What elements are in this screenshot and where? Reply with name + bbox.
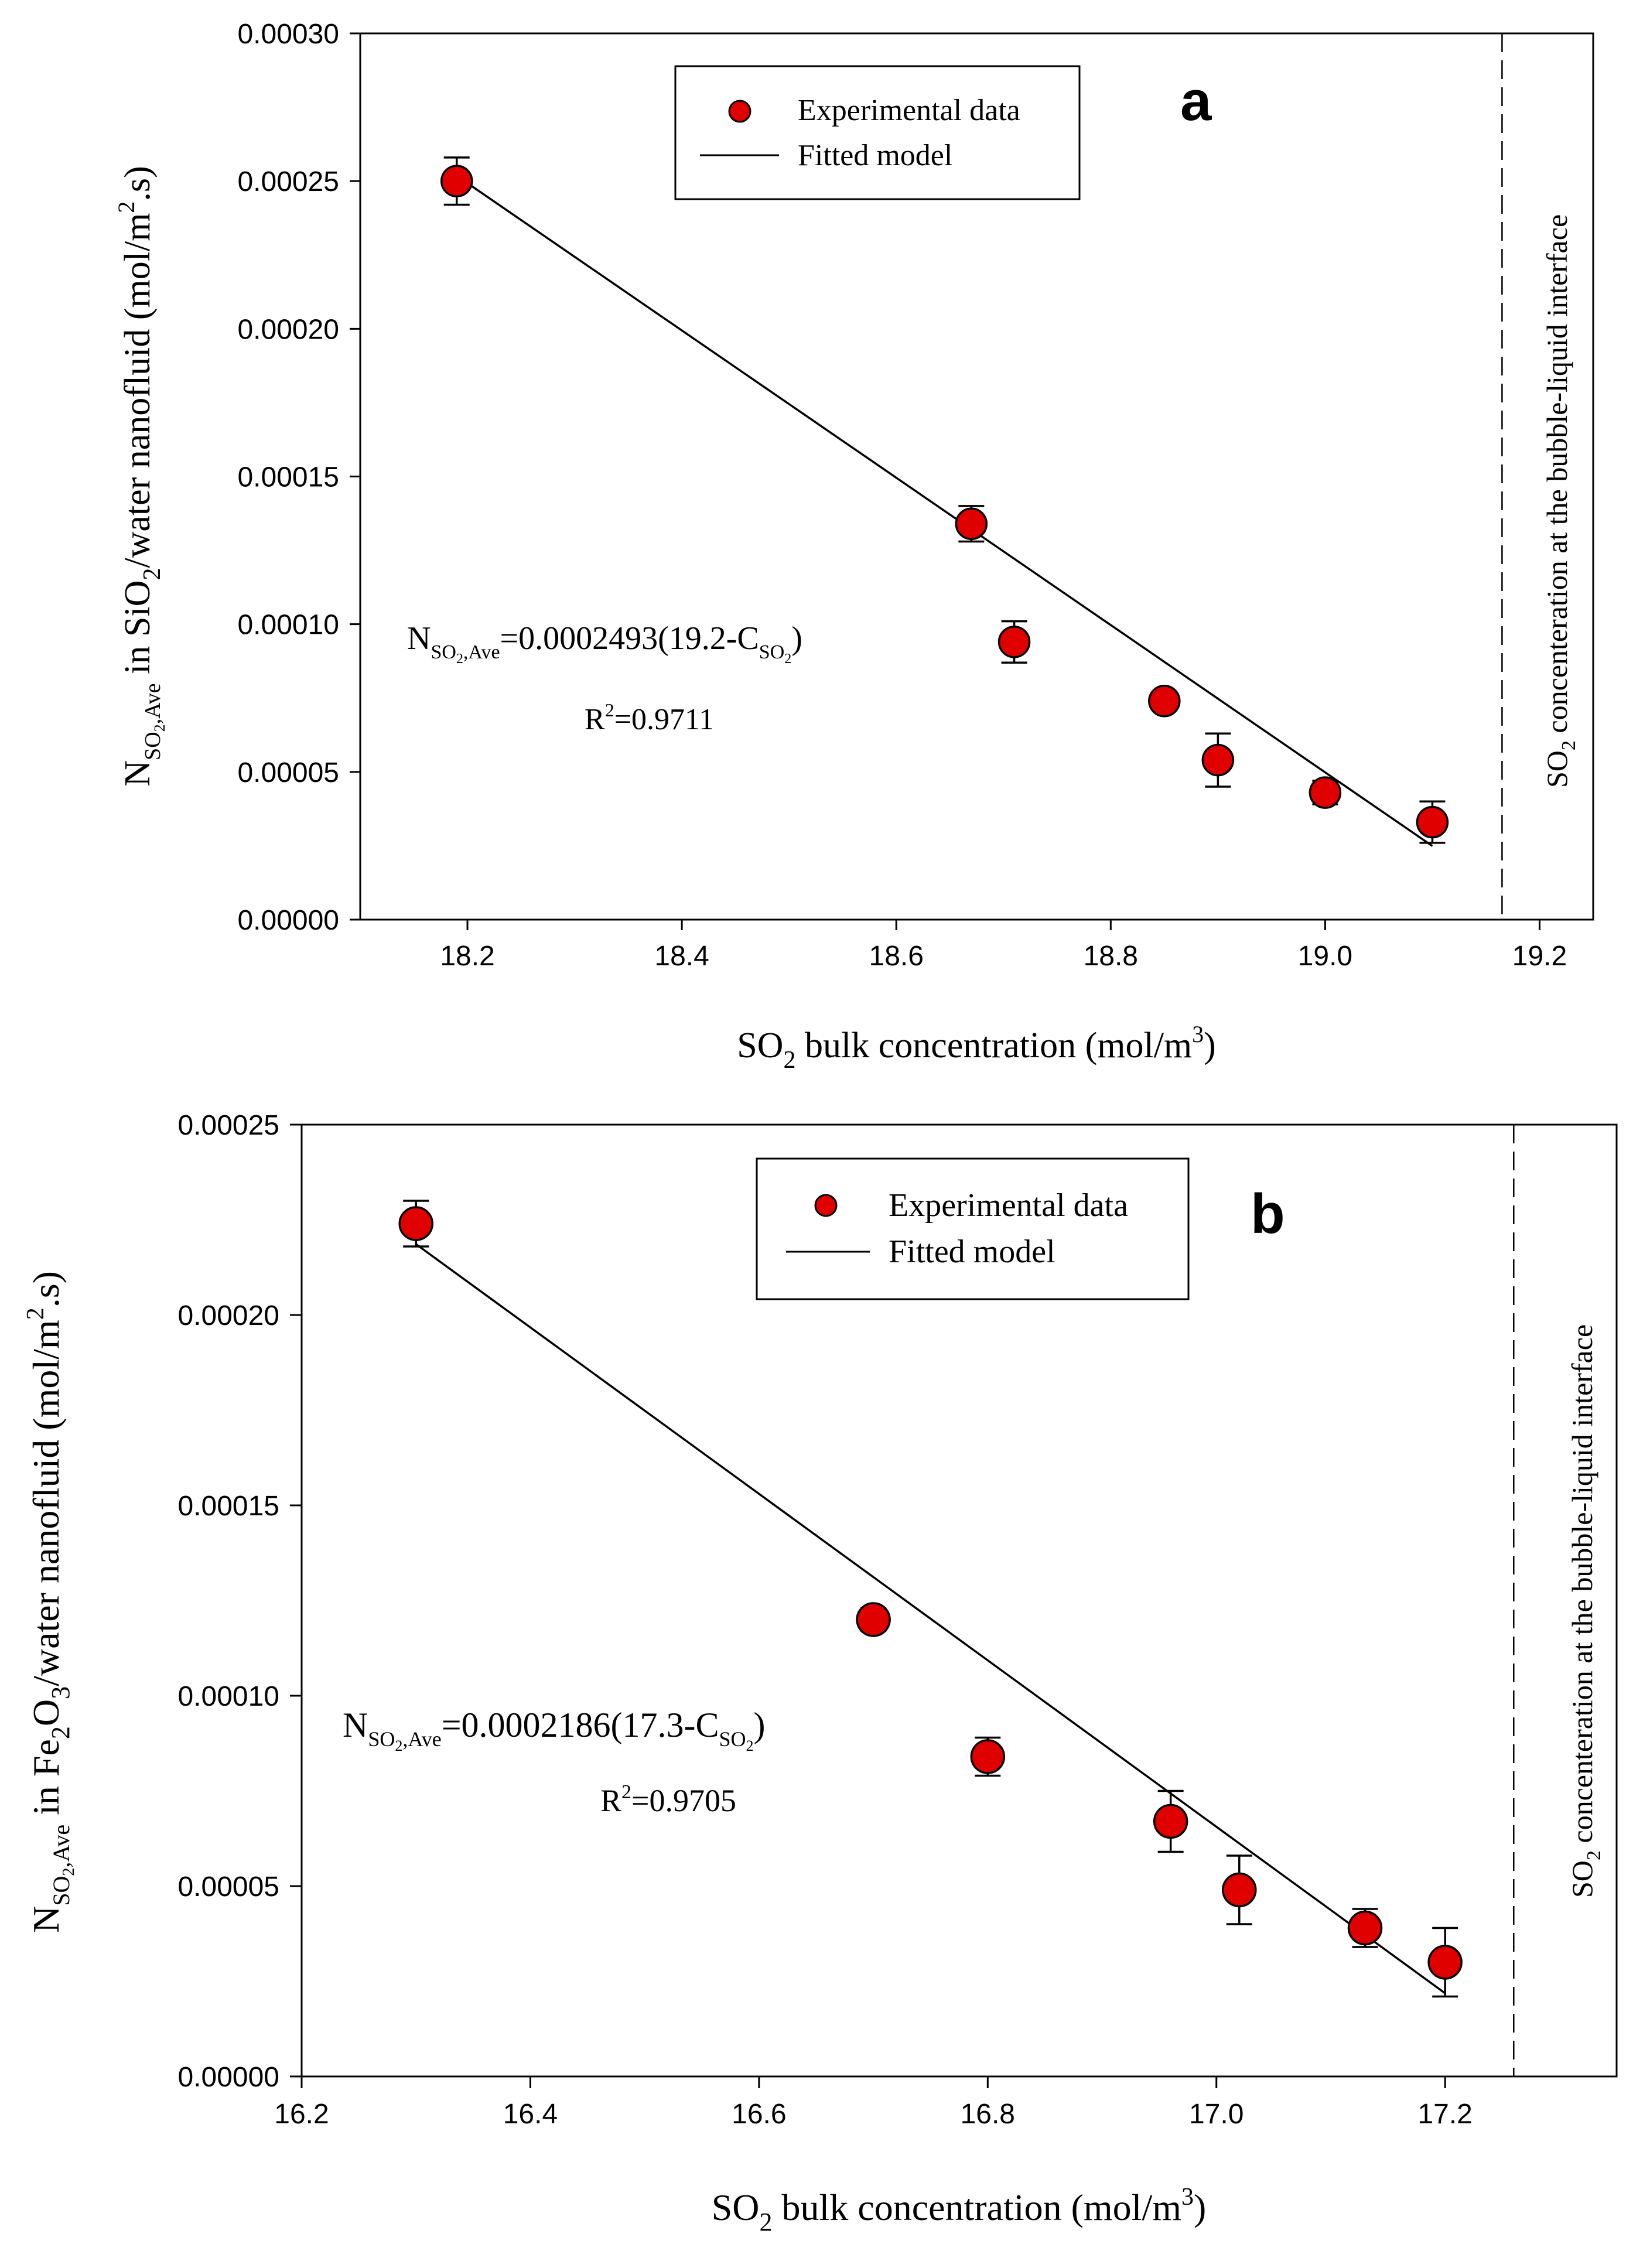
x-tick-label-a: 18.8 <box>1084 941 1138 972</box>
x-tick-label-b: 17.0 <box>1189 2099 1244 2130</box>
y-tick-label-b: 0.00025 <box>177 1110 279 1141</box>
x-axis-label-b: SO2 bulk concentration (mol/m3) <box>712 2184 1207 2236</box>
data-point-a <box>1148 685 1181 718</box>
interface-label-a: SO2 concenteration at the bubble-liquid … <box>1540 214 1580 788</box>
data-point-a <box>1416 805 1449 839</box>
data-point-a <box>955 507 988 540</box>
legend-label-fitted-a: Fitted model <box>798 139 952 172</box>
r-squared-a: R2=0.9711 <box>585 699 714 736</box>
y-tick-label-a: 0.00020 <box>237 314 339 345</box>
legend-marker-b <box>814 1194 838 1217</box>
data-point-a <box>997 626 1031 658</box>
legend-label-fitted-b: Fitted model <box>889 1234 1055 1270</box>
r-squared-b: R2=0.9705 <box>600 1781 736 1818</box>
y-axis-label-b: NSO2,Ave in Fe2O3/water nanofluid (mol/m… <box>22 1271 78 1933</box>
interface-label-b: SO2 concenteration at the bubble-liquid … <box>1566 1324 1605 1898</box>
y-tick-label-a: 0.00010 <box>237 610 339 641</box>
data-point-b <box>856 1602 891 1637</box>
panel-letter-b: b <box>1251 1183 1285 1245</box>
y-tick-label-a: 0.00015 <box>237 462 339 493</box>
y-tick-label-a: 0.00005 <box>237 757 339 788</box>
data-point-b <box>1427 1945 1463 1980</box>
data-point-b <box>970 1739 1006 1774</box>
x-tick-label-b: 16.6 <box>732 2099 786 2130</box>
marks-a <box>440 33 1503 920</box>
legend-label-experimental-a: Experimental data <box>798 94 1020 127</box>
chart-b: 16.2 16.4 16.6 16.8 17.0 17.2 0.00000 0.00005 0.… <box>22 1110 1618 2236</box>
legend-label-experimental-b: Experimental data <box>889 1187 1128 1224</box>
x-tick-label-a: 18.4 <box>654 941 709 972</box>
data-point-b <box>1153 1804 1188 1839</box>
y-tick-label-a: 0.00000 <box>237 905 339 936</box>
ticks-a: 18.2 18.4 18.6 18.8 19.0 19.2 0.00000 0.00005 0.… <box>237 19 1567 972</box>
equation-b: NSO2,Ave=0.0002186(17.3-CSO2) <box>343 1706 766 1754</box>
ticks-b: 16.2 16.4 16.6 16.8 17.0 17.2 0.00000 0.00005 0.… <box>177 1110 1472 2130</box>
x-tick-label-b: 16.2 <box>274 2099 329 2130</box>
legend-a: Experimental data Fitted model <box>674 65 1081 200</box>
y-tick-label-b: 0.00005 <box>177 1871 279 1902</box>
data-point-b <box>398 1206 433 1241</box>
legend-marker-a <box>728 100 751 123</box>
data-point-b <box>1347 1910 1383 1946</box>
y-tick-label-a: 0.00030 <box>237 19 339 50</box>
fit-line-a <box>456 175 1433 847</box>
y-tick-label-b: 0.00015 <box>177 1491 279 1522</box>
y-tick-label-b: 0.00010 <box>177 1681 279 1712</box>
y-tick-label-a: 0.00025 <box>237 166 339 197</box>
equation-a: NSO2,Ave=0.0002493(19.2-CSO2) <box>407 620 802 667</box>
data-point-a <box>1309 776 1342 809</box>
x-tick-label-b: 16.8 <box>961 2099 1015 2130</box>
fit-line-b <box>415 1243 1446 1994</box>
y-axis-label-a: NSO2,Ave in SiO2/water nanofluid (mol/m2… <box>113 166 168 786</box>
marks-b <box>398 1125 1515 2076</box>
x-axis-label-a: SO2 bulk concentration (mol/m3) <box>737 1021 1216 1074</box>
y-tick-label-b: 0.00020 <box>177 1300 279 1331</box>
chart-a: 18.2 18.4 18.6 18.8 19.0 19.2 0.00000 0.00005 0.… <box>113 19 1594 1074</box>
x-tick-label-a: 18.2 <box>440 941 494 972</box>
data-point-a <box>1201 743 1235 777</box>
x-tick-label-a: 19.2 <box>1512 941 1567 972</box>
x-tick-label-b: 16.4 <box>503 2099 558 2130</box>
data-point-b <box>1222 1872 1257 1908</box>
legend-box-b <box>756 1157 1190 1300</box>
x-tick-label-a: 19.0 <box>1298 941 1352 972</box>
data-point-a <box>440 165 473 197</box>
legend-b: Experimental data Fitted model <box>756 1157 1190 1300</box>
y-tick-label-b: 0.00000 <box>177 2062 279 2093</box>
panel-letter-a: a <box>1180 70 1212 132</box>
x-tick-label-a: 18.6 <box>869 941 924 972</box>
x-tick-label-b: 17.2 <box>1417 2099 1472 2130</box>
legend-box-a <box>674 65 1081 200</box>
plot-area-b <box>300 1123 1618 2078</box>
